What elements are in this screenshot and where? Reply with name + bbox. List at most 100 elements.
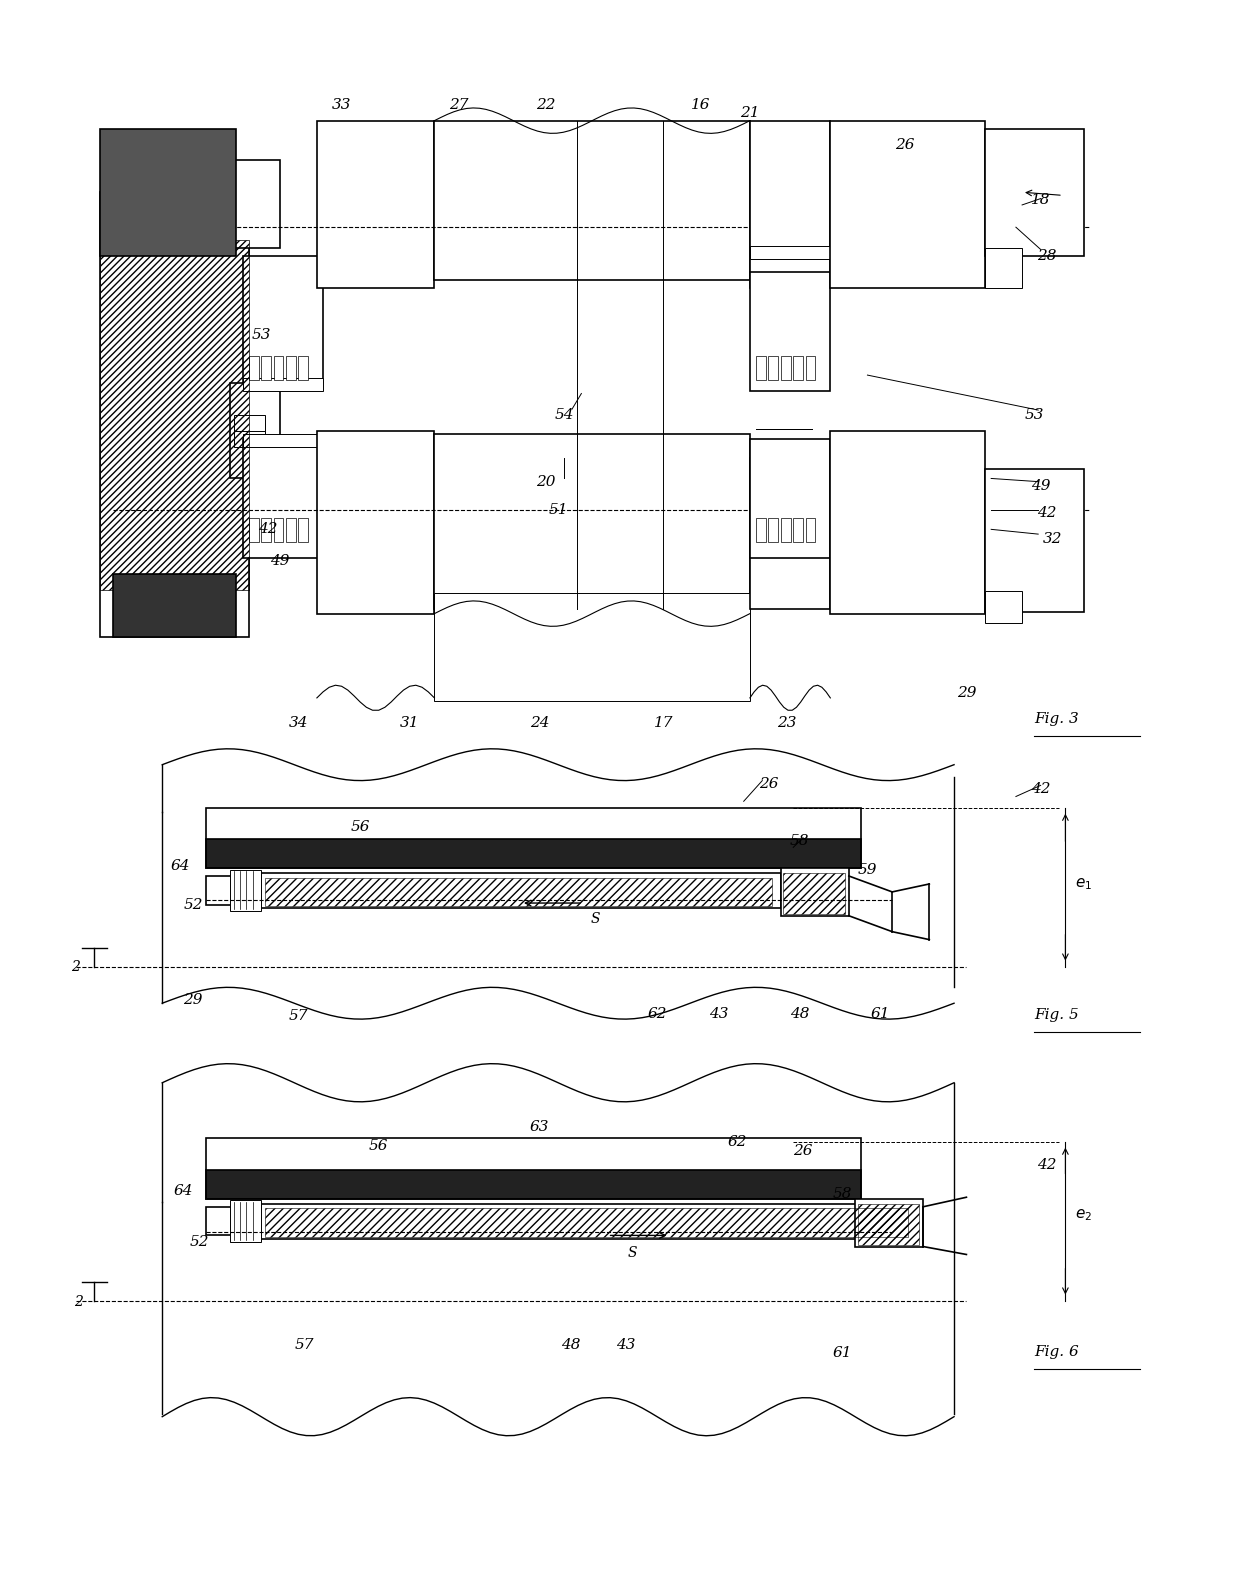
Text: 58: 58 [833,1187,852,1201]
Bar [317,121,434,288]
Bar [243,438,324,558]
Text: $e_2$: $e_2$ [1075,1207,1092,1222]
Bar [781,868,849,916]
Text: 43: 43 [709,1007,729,1021]
Bar [231,161,280,249]
Bar [231,870,262,911]
Text: S: S [627,1246,637,1260]
Text: 18: 18 [1030,193,1050,207]
Text: 63: 63 [529,1120,549,1134]
Bar [299,355,309,379]
Text: 62: 62 [728,1134,748,1149]
Text: 42: 42 [1030,782,1050,795]
Text: 21: 21 [740,105,760,119]
Text: 52: 52 [184,897,203,911]
Bar [858,1204,919,1246]
Text: 54: 54 [554,408,574,422]
Text: 64: 64 [171,860,191,873]
Bar [750,247,831,260]
Bar [434,433,750,609]
Text: 57: 57 [289,1008,308,1023]
Text: 23: 23 [777,717,797,730]
Text: 17: 17 [653,717,673,730]
Text: 33: 33 [332,97,351,112]
Bar [113,573,237,637]
Bar [781,355,791,379]
Bar [831,121,985,288]
Text: 22: 22 [536,97,556,112]
Bar [769,355,779,379]
Text: 48: 48 [560,1338,580,1352]
Text: 56: 56 [351,820,370,833]
Bar [750,272,831,390]
Text: 34: 34 [289,717,308,730]
Bar [985,468,1084,612]
Text: 28: 28 [1037,249,1056,263]
Text: 48: 48 [790,1007,810,1021]
Bar [985,591,1022,623]
Text: Fig. 5: Fig. 5 [1034,1008,1079,1023]
Text: S: S [590,911,600,926]
Bar [249,518,259,542]
Text: 51: 51 [548,503,568,518]
Bar [769,518,779,542]
Bar [206,876,262,905]
Bar [985,129,1084,256]
Bar [286,518,296,542]
Bar [206,840,862,868]
Text: 29: 29 [957,687,976,701]
Bar [750,438,831,558]
Bar [806,355,816,379]
Bar [100,129,237,256]
Text: 61: 61 [870,1007,889,1021]
Text: 49: 49 [270,554,289,569]
Text: 29: 29 [184,992,203,1007]
Text: 43: 43 [616,1338,636,1352]
Text: Fig. 6: Fig. 6 [1034,1344,1079,1359]
Text: Fig. 3: Fig. 3 [1034,712,1079,726]
Bar [265,878,773,906]
Bar [206,1171,862,1200]
Bar [317,430,434,613]
Bar [243,433,324,446]
Bar [206,1207,262,1236]
Bar [784,873,846,914]
Bar [231,382,280,478]
Bar [756,355,766,379]
Bar [756,518,766,542]
Text: 20: 20 [536,475,556,489]
Bar [794,518,804,542]
Text: 52: 52 [190,1235,210,1249]
Text: 61: 61 [833,1346,852,1360]
Bar [434,593,750,701]
Bar [286,355,296,379]
Text: 42: 42 [258,523,278,537]
Text: 32: 32 [1043,532,1063,546]
Text: 31: 31 [401,717,419,730]
Text: 16: 16 [691,97,711,112]
Bar [243,378,324,390]
Bar [750,457,831,609]
Bar [243,256,324,382]
Text: 58: 58 [790,835,810,847]
Text: 26: 26 [895,137,914,151]
Bar [206,808,862,868]
Text: 56: 56 [370,1139,388,1153]
Bar [262,1204,916,1239]
Text: 53: 53 [252,328,272,342]
Bar [299,518,309,542]
Text: 26: 26 [759,777,779,790]
Bar [434,121,750,280]
Text: $e_1$: $e_1$ [1075,876,1092,892]
Bar [249,355,259,379]
Text: 24: 24 [529,717,549,730]
Bar [831,430,985,613]
Bar [750,121,831,288]
Text: 2: 2 [73,1295,83,1309]
Bar [100,241,249,589]
Bar [231,1201,262,1243]
Bar [262,355,272,379]
Bar [274,518,284,542]
Bar [781,518,791,542]
Text: 49: 49 [1030,479,1050,494]
